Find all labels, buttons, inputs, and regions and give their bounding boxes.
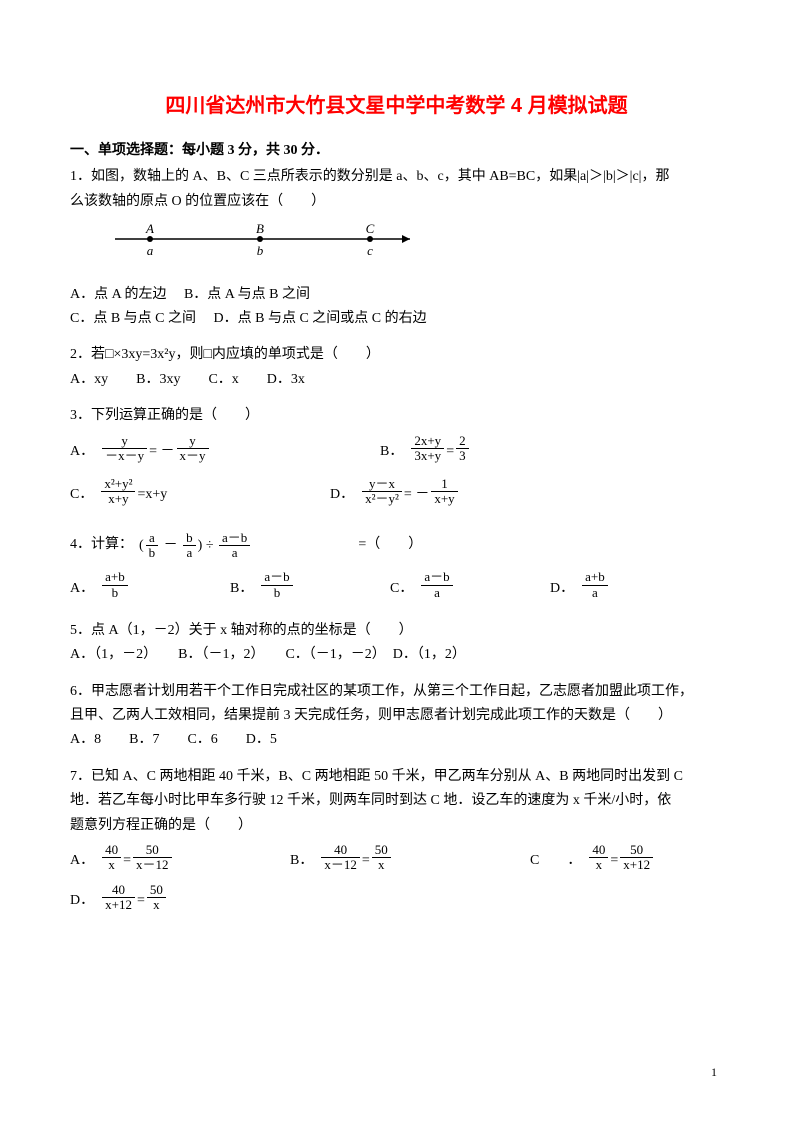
opt-label: B．	[380, 441, 403, 463]
q1-stem-line1: 1．如图，数轴上的 A、B、C 三点所表示的数分别是 a、b、c，其中 AB=B…	[70, 166, 723, 188]
question-6: 6．甲志愿者计划用若干个工作日完成社区的某项工作，从第三个工作日起，乙志愿者加盟…	[70, 681, 723, 752]
q1-opt-c: C．点 B 与点 C 之间	[70, 311, 196, 326]
q4-opt-b: B． a－bb	[230, 570, 350, 600]
question-4: 4．计算： (ab － ba) ÷ a－ba =（ ） A． a+bb B． a…	[70, 531, 723, 600]
q3-opt-c: C． x²+y²x+y = x+y	[70, 477, 290, 507]
pt-C-label: C	[366, 221, 375, 236]
q4-opt-a: A． a+bb	[70, 570, 190, 600]
eq-sign: = －	[404, 484, 429, 506]
q4-opt-d: D． a+ba	[550, 570, 610, 600]
q6-stem-line1: 6．甲志愿者计划用若干个工作日完成社区的某项工作，从第三个工作日起，乙志愿者加盟…	[70, 681, 723, 703]
question-5: 5．点 A（1，－2）关于 x 轴对称的点的坐标是（ ） A．（1，－2） B．…	[70, 620, 723, 667]
eq-sign: =	[446, 441, 454, 463]
q6-stem-line2: 且甲、乙两人工效相同，结果提前 3 天完成任务，则甲志愿者计划完成此项工作的天数…	[70, 705, 723, 727]
opt-label: C．	[70, 484, 93, 506]
q7-stem-line1: 7．已知 A、C 两地相距 40 千米，B、C 两地相距 50 千米，甲乙两车分…	[70, 766, 723, 788]
pt-B-label: B	[256, 221, 264, 236]
q3-stem: 3．下列运算正确的是（ ）	[70, 405, 723, 427]
q5-options: A．（1，－2） B．（－1，2） C．（－1，－2） D．（1，2）	[70, 644, 723, 666]
q2-options: A．xy B．3xy C．x D．3x	[70, 369, 723, 391]
exam-page: 四川省达州市大竹县文星中学中考数学 4 月模拟试题 一、单项选择题：每小题 3 …	[0, 0, 793, 966]
lbl-a: a	[147, 243, 154, 258]
question-3: 3．下列运算正确的是（ ） A． y－x－y = － yx－y B． 2x+y3…	[70, 405, 723, 507]
q7-stem-line3: 题意列方程正确的是（ ）	[70, 815, 723, 837]
opt-label: A．	[70, 441, 94, 463]
q6-options: A．8 B．7 C．6 D．5	[70, 729, 723, 751]
lbl-b: b	[257, 243, 264, 258]
q2-stem: 2．若□×3xy=3x²y，则□内应填的单项式是（ ）	[70, 344, 723, 366]
page-number: 1	[711, 1063, 717, 1082]
q7-opt-a: A． 40x = 50x－12	[70, 843, 250, 873]
eq-sign: = －	[149, 441, 174, 463]
q7-opt-b: B． 40x－12 = 50x	[290, 843, 490, 873]
q4-stem-pre: 4．计算：	[70, 534, 133, 556]
q7-stem-line2: 地．若乙车每小时比甲车多行驶 12 千米，则两车同时到达 C 地．设乙车的速度为…	[70, 790, 723, 812]
q4-opt-c: C． a－ba	[390, 570, 510, 600]
q4-stem-post: =（ ）	[358, 534, 422, 556]
opt-label: D．	[330, 484, 354, 506]
q5-stem: 5．点 A（1，－2）关于 x 轴对称的点的坐标是（ ）	[70, 620, 723, 642]
question-1: 1．如图，数轴上的 A、B、C 三点所表示的数分别是 a、b、c，其中 AB=B…	[70, 166, 723, 330]
eq-sign: =	[137, 484, 145, 506]
q3-opt-d: D． y－xx²－y² = － 1x+y	[330, 477, 460, 507]
question-7: 7．已知 A、C 两地相距 40 千米，B、C 两地相距 50 千米，甲乙两车分…	[70, 766, 723, 912]
q1-opt-a: A．点 A 的左边	[70, 287, 166, 302]
page-title: 四川省达州市大竹县文星中学中考数学 4 月模拟试题	[70, 90, 723, 122]
question-2: 2．若□×3xy=3x²y，则□内应填的单项式是（ ） A．xy B．3xy C…	[70, 344, 723, 391]
lbl-c: c	[367, 243, 373, 258]
q3-opt-b: B． 2x+y3x+y = 23	[380, 434, 471, 464]
q1-opt-b: B．点 A 与点 B 之间	[184, 287, 310, 302]
section-heading: 一、单项选择题：每小题 3 分，共 30 分．	[70, 140, 723, 162]
q1-opt-d: D．点 B 与点 C 之间或点 C 的右边	[214, 311, 427, 326]
number-line-diagram: A B C a b c	[110, 221, 723, 275]
q7-opt-c: C ． 40x = 50x+12	[530, 843, 655, 873]
q4-expr: (ab － ba) ÷ a－ba	[139, 531, 252, 561]
q3-opt-a: A． y－x－y = － yx－y	[70, 434, 340, 464]
q7-opt-d: D． 40x+12 = 50x	[70, 883, 168, 913]
q1-stem-line2: 么该数轴的原点 O 的位置应该在（ ）	[70, 191, 723, 213]
pt-A-label: A	[145, 221, 154, 236]
